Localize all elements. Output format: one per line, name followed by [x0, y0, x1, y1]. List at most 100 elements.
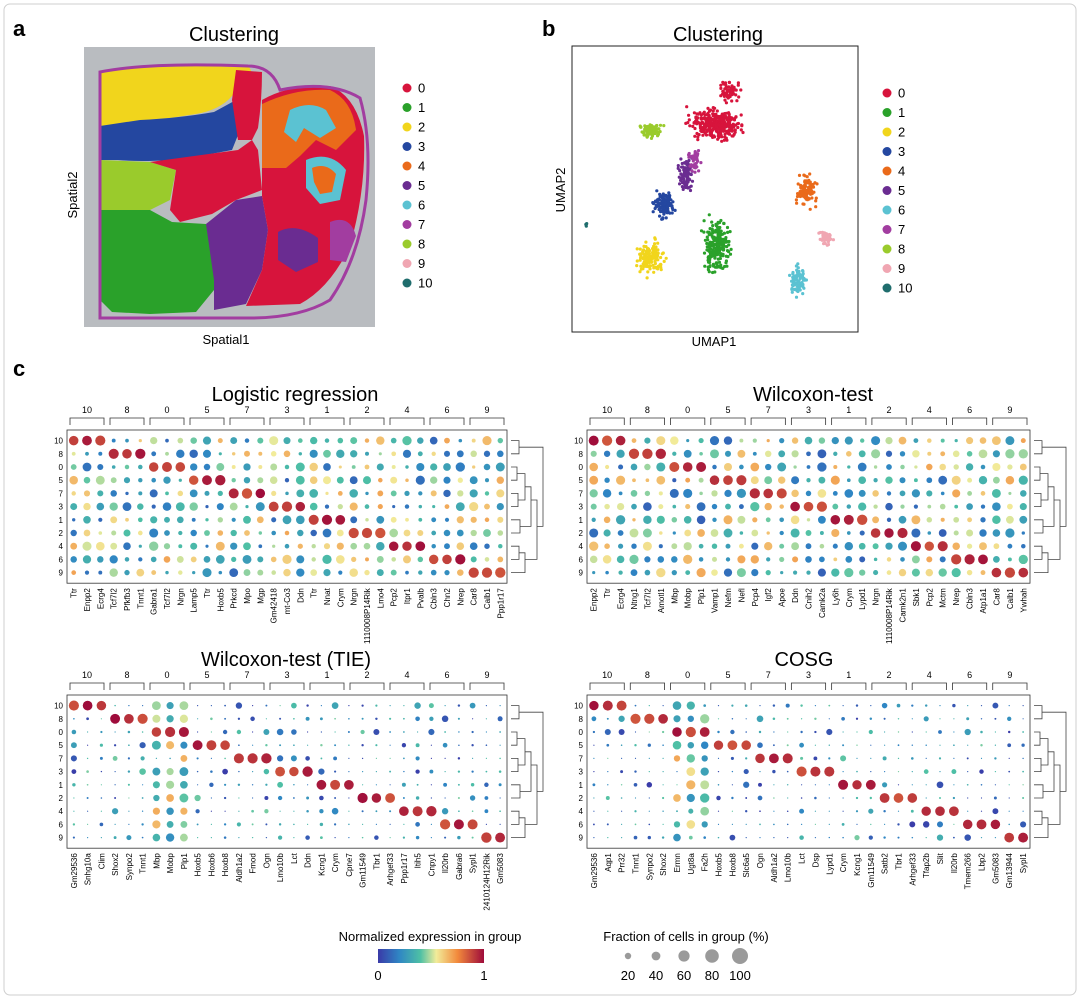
dot — [634, 704, 637, 707]
group-label: 4 — [927, 670, 932, 680]
dot — [911, 771, 913, 773]
umap-point-cluster-1 — [727, 250, 731, 254]
dot — [790, 528, 800, 538]
legend-swatch-cluster-0 — [882, 88, 892, 98]
dot — [914, 465, 918, 469]
group-bracket — [589, 417, 625, 425]
dot — [72, 823, 76, 826]
row-label: 1 — [59, 516, 64, 525]
umap-point-cluster-1 — [719, 263, 723, 267]
dot — [100, 784, 102, 786]
dot — [897, 527, 908, 539]
dot — [806, 478, 811, 483]
umap-point-cluster-2 — [656, 267, 660, 271]
umap-point-cluster-9 — [825, 238, 830, 242]
dot — [604, 543, 610, 550]
dot — [324, 504, 330, 509]
dot — [128, 797, 130, 799]
umap-point-cluster-0 — [711, 127, 716, 131]
dot — [230, 542, 238, 550]
dot — [276, 755, 284, 762]
dot — [238, 797, 240, 799]
dot — [430, 797, 433, 799]
dot — [925, 757, 927, 760]
umap-point-cluster-2 — [654, 258, 658, 262]
dot — [206, 740, 217, 751]
legend-swatch-cluster-5 — [882, 186, 892, 195]
umap-point-cluster-5 — [686, 160, 690, 164]
dot — [927, 451, 932, 456]
umap-point-cluster-0 — [703, 127, 707, 131]
dot — [954, 504, 959, 509]
dot — [1007, 543, 1013, 549]
dot — [337, 503, 343, 510]
dot — [111, 465, 116, 469]
umap-point-cluster-2 — [653, 247, 657, 251]
gene-label: mt-Co3 — [283, 588, 292, 615]
dot — [777, 462, 787, 472]
dot — [779, 543, 785, 549]
dot — [235, 702, 243, 709]
dot — [456, 529, 464, 537]
dot — [911, 836, 914, 839]
umap-point-cluster-0 — [730, 84, 734, 88]
dot — [604, 477, 610, 483]
gene-label: Ppp1r17 — [496, 588, 505, 619]
dot — [992, 702, 999, 709]
gene-label: Cbln3 — [966, 588, 975, 609]
dot — [700, 767, 709, 776]
dot — [951, 475, 961, 485]
dot — [178, 570, 183, 575]
dot — [841, 822, 845, 826]
dot — [215, 555, 225, 564]
dot — [270, 451, 277, 457]
dot — [389, 528, 399, 538]
dot — [472, 757, 474, 760]
dot — [188, 475, 199, 485]
dot — [375, 527, 386, 539]
row-label: 0 — [59, 728, 64, 737]
dot — [979, 542, 987, 551]
dot — [698, 438, 704, 444]
umap-point-cluster-6 — [802, 286, 806, 290]
dot — [616, 555, 625, 564]
dot — [444, 836, 447, 839]
dot — [769, 753, 779, 764]
dot — [779, 556, 785, 562]
expression-legend-title: Normalized expression in group — [339, 929, 522, 944]
dot — [723, 528, 733, 538]
dot — [897, 757, 900, 760]
dot — [980, 757, 983, 760]
umap-point-cluster-4 — [795, 194, 800, 199]
legend-label-cluster-2: 2 — [898, 125, 905, 140]
dot — [99, 822, 104, 827]
dot — [320, 743, 323, 747]
umap-point-cluster-1 — [706, 230, 710, 234]
umap-point-cluster-5 — [685, 172, 689, 176]
group-label: 5 — [725, 405, 730, 415]
group-bracket — [189, 682, 225, 690]
dot — [399, 806, 409, 817]
gene-label: Aqp1 — [604, 853, 613, 872]
dot — [86, 717, 89, 721]
umap-point-cluster-1 — [726, 230, 730, 234]
dot — [605, 796, 610, 800]
dot — [319, 809, 324, 814]
umap-point-cluster-3 — [660, 217, 664, 221]
dot — [333, 756, 338, 761]
umap-point-cluster-7 — [693, 170, 697, 174]
gene-label: Arhgef33 — [386, 853, 395, 886]
dot — [743, 781, 750, 788]
dot — [830, 515, 841, 525]
umap-point-cluster-2 — [638, 247, 642, 251]
panel-label-b: b — [542, 16, 555, 41]
dot — [403, 757, 405, 760]
dot — [899, 477, 906, 484]
dot — [469, 476, 478, 485]
legend-swatch-cluster-2 — [402, 122, 412, 132]
dot — [190, 556, 197, 563]
umap-point-cluster-2 — [646, 247, 651, 251]
group-bracket — [389, 417, 425, 425]
dot — [672, 727, 682, 737]
dot — [856, 744, 858, 746]
